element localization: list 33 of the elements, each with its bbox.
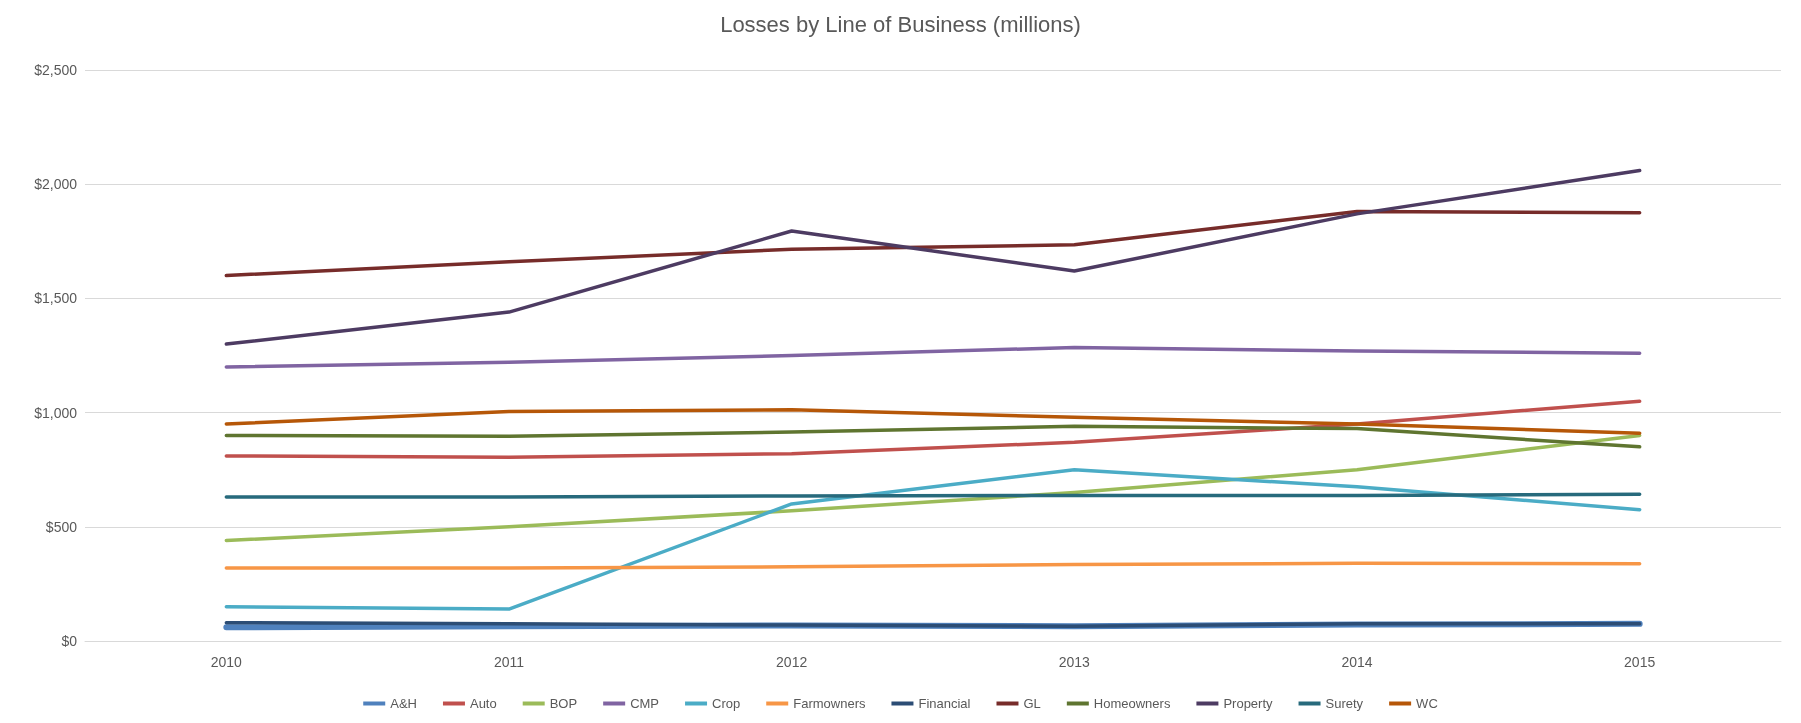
legend-label: Auto <box>469 696 497 711</box>
y-tick-label: $2,500 <box>34 62 78 78</box>
legend-label: Surety <box>1325 696 1364 711</box>
x-tick-label: 2014 <box>1341 654 1373 670</box>
line-series <box>224 424 1642 449</box>
legend-label: Financial <box>918 696 971 711</box>
x-tick-label: 2012 <box>776 654 808 670</box>
legend-label: GL <box>1023 696 1041 711</box>
y-tick-label: $0 <box>61 633 78 649</box>
line-series <box>224 399 1642 459</box>
line-series <box>224 433 1642 543</box>
line-series <box>224 467 1642 611</box>
line-series <box>224 209 1642 278</box>
x-tick-label: 2011 <box>493 654 525 670</box>
legend-label: Farmowners <box>793 696 866 711</box>
legend-label: CMP <box>630 696 660 711</box>
legend-label: Property <box>1223 696 1274 711</box>
x-tick-label: 2010 <box>210 654 243 670</box>
x-tick-label: 2015 <box>1624 654 1656 670</box>
y-tick-label: $2,000 <box>34 176 78 193</box>
line-series <box>224 168 1642 346</box>
x-tick-label: 2013 <box>1058 654 1091 670</box>
legend-label: Homeowners <box>1093 696 1171 711</box>
y-tick-label: $1,500 <box>34 290 78 307</box>
chart-title: Losses by Line of Business (millions) <box>720 11 1081 37</box>
legend-label: A&H <box>390 696 417 711</box>
line-series <box>224 408 1642 435</box>
line-series <box>224 345 1642 369</box>
legend-label: BOP <box>549 696 578 711</box>
y-tick-label: $500 <box>45 518 78 535</box>
legend-label: Crop <box>712 696 741 711</box>
y-tick-label: $1,000 <box>34 404 78 421</box>
legend-label: WC <box>1416 696 1438 711</box>
